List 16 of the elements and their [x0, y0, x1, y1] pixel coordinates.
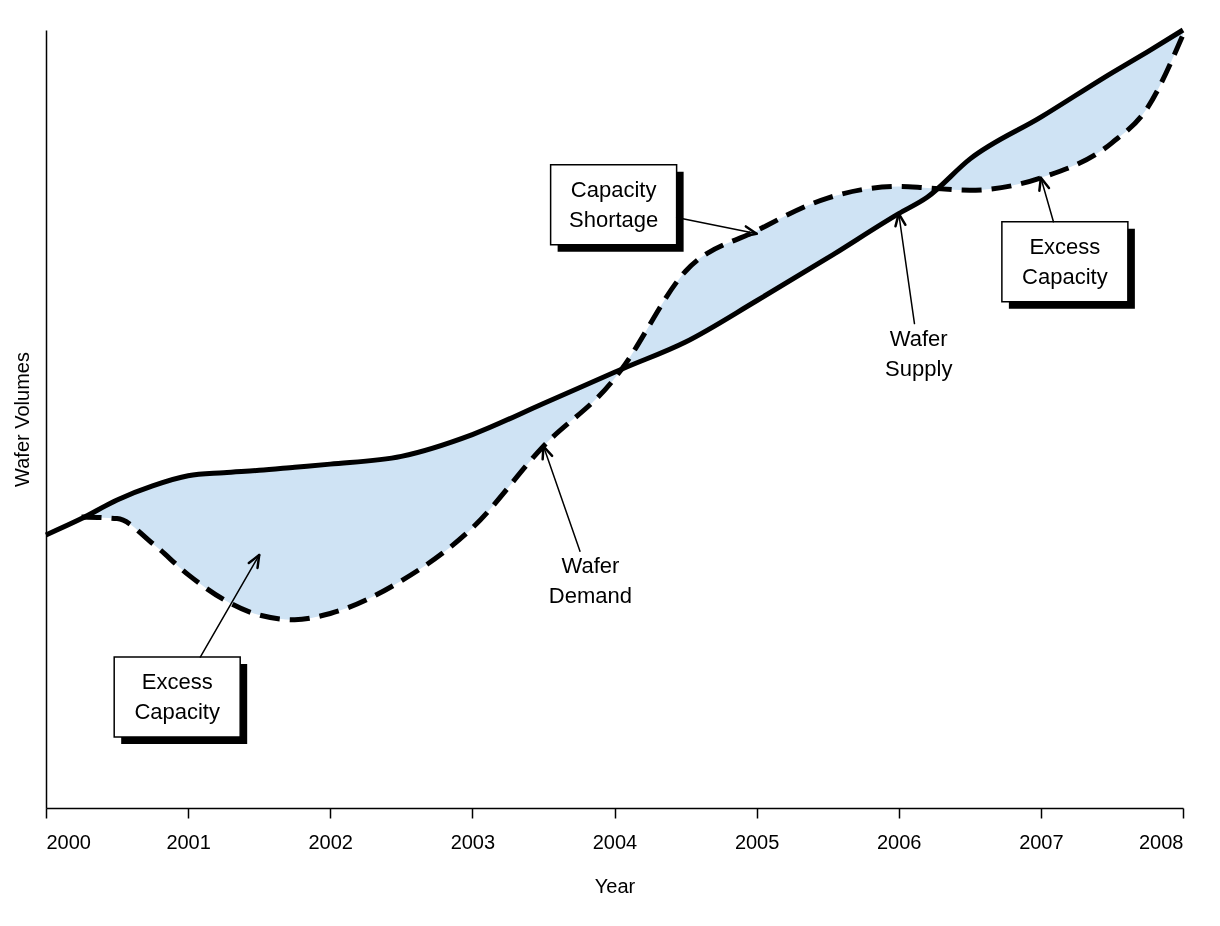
x-tick-label: 2006 [877, 830, 922, 853]
annotation: Excess Capacity [134, 669, 220, 725]
annotation: Excess Capacity [1022, 233, 1108, 289]
x-tick-label: 2005 [734, 830, 780, 853]
annotation: Capacity Shortage [568, 176, 659, 232]
x-tick-label: 2001 [166, 830, 211, 853]
annotation: Wafer Demand [548, 553, 633, 609]
x-tick-label: 2000 [46, 830, 91, 853]
y-axis-title: Wafer Volumes [10, 352, 33, 487]
x-tick-label: 2007 [1019, 830, 1064, 853]
annotation: Wafer Supply [885, 325, 953, 381]
x-tick-label: 2002 [308, 830, 353, 853]
x-tick-label: 2008 [1139, 830, 1184, 853]
x-axis-title: Year [594, 874, 636, 897]
x-tick-label: 2003 [450, 830, 496, 853]
x-tick-label: 2004 [592, 830, 638, 853]
